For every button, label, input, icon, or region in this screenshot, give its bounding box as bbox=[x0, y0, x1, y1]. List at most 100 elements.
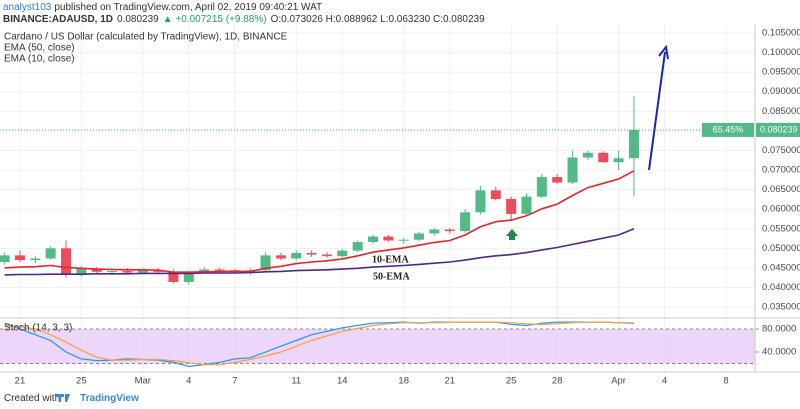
candle-body bbox=[0, 255, 10, 263]
arrow-head bbox=[658, 44, 669, 60]
x-tick-label: 4 bbox=[186, 376, 191, 387]
x-tick-label: Mar bbox=[135, 376, 151, 387]
candle-body bbox=[153, 270, 164, 272]
candle-body bbox=[352, 242, 363, 251]
stoch-line bbox=[4, 321, 635, 366]
candle-body bbox=[475, 190, 486, 213]
candle-body bbox=[490, 190, 501, 199]
last: 0.080239 bbox=[117, 14, 159, 25]
candle-body bbox=[76, 268, 87, 275]
x-tick-label: 7 bbox=[232, 376, 237, 387]
candle-body bbox=[107, 271, 118, 273]
candle-body bbox=[260, 255, 271, 271]
legend-entry: EMA (10, close) bbox=[4, 54, 75, 65]
candle-body bbox=[275, 255, 286, 259]
candle-body bbox=[429, 229, 440, 234]
candle-body bbox=[398, 239, 409, 241]
candle-body bbox=[321, 254, 332, 257]
x-tick-label: 21 bbox=[15, 376, 26, 387]
band bbox=[0, 328, 755, 364]
candle-body bbox=[552, 177, 563, 183]
ema-line bbox=[4, 227, 635, 276]
x-tick-label: 25 bbox=[76, 376, 87, 387]
projection-arrow bbox=[648, 51, 666, 171]
price-tag bbox=[756, 122, 800, 137]
y-tick-label: 0.065000 bbox=[762, 184, 800, 195]
x-tick-label: 14 bbox=[337, 376, 348, 387]
x-tick-label: 11 bbox=[291, 376, 301, 387]
x-tick-label: 21 bbox=[444, 376, 455, 387]
candle-body bbox=[214, 269, 225, 271]
candle-body bbox=[414, 233, 425, 240]
x-tick-label: 18 bbox=[398, 376, 409, 387]
change: ▲ +0.007215 (+9.88%) bbox=[163, 14, 267, 25]
annotation: 50-EMA bbox=[373, 271, 410, 282]
y-tick-label: 80.0000 bbox=[762, 324, 796, 335]
published: published on TradingView.com, April 02, … bbox=[54, 2, 322, 13]
footer-text: Created with bbox=[4, 393, 60, 404]
candle-body bbox=[613, 158, 624, 163]
symbol-line: BINANCE:ADAUSD, 1D 0.080239 ▲ +0.007215 (+… bbox=[3, 14, 485, 25]
candle-body bbox=[91, 268, 102, 272]
x-tick-label: Apr bbox=[611, 376, 626, 387]
legend-title: Cardano / US Dollar (calculated by Tradi… bbox=[4, 32, 288, 43]
candle-body bbox=[383, 236, 394, 241]
candle-body bbox=[521, 196, 532, 214]
y-tick-label: 0.100000 bbox=[762, 47, 800, 58]
candle-body bbox=[183, 271, 194, 282]
price-label: 0.080239 bbox=[760, 124, 798, 134]
candle-body bbox=[337, 250, 348, 257]
candle-body bbox=[598, 152, 609, 163]
ema-line bbox=[4, 170, 635, 274]
candle-body bbox=[61, 248, 71, 275]
y-tick-label: 0.055000 bbox=[762, 223, 800, 234]
ohlc: O:0.073026 H:0.088962 L:0.063230 C:0.080… bbox=[271, 14, 486, 25]
candle-body bbox=[168, 271, 179, 282]
plot: 0.035000 0.040000 0.045000 0.050000 0.055000… bbox=[0, 24, 800, 387]
candle-body bbox=[30, 258, 41, 261]
candle-body bbox=[582, 152, 593, 158]
y-tick-label: 0.040000 bbox=[762, 282, 800, 293]
y-tick-label: 0.060000 bbox=[762, 204, 800, 215]
candle-body bbox=[137, 270, 148, 273]
footer: Created with TradingView bbox=[4, 393, 139, 404]
y-tick-label: 0.050000 bbox=[762, 243, 800, 254]
y-tick-label: 0.045000 bbox=[762, 262, 800, 273]
candle-body bbox=[14, 255, 25, 261]
publish-line: analyst103 published on TradingView.com, … bbox=[3, 2, 322, 13]
candle-body bbox=[199, 269, 210, 272]
symbol: BINANCE:ADAUSD, 1D bbox=[3, 14, 113, 25]
y-tick-label: 0.075000 bbox=[762, 145, 800, 156]
pane-title: Stoch (14, 3, 3) bbox=[4, 323, 72, 334]
candle-body bbox=[567, 157, 578, 183]
y-tick-label: 0.095000 bbox=[762, 67, 800, 78]
candle-body bbox=[291, 253, 302, 259]
y-tick-label: 0.070000 bbox=[762, 165, 800, 176]
x-tick-label: 8 bbox=[723, 376, 728, 387]
logo bbox=[56, 394, 70, 402]
candle-body bbox=[122, 271, 133, 273]
x-tick-label: 4 bbox=[662, 376, 667, 387]
percent-tag bbox=[702, 122, 754, 137]
candle-body bbox=[45, 248, 56, 259]
candle-body bbox=[306, 253, 317, 255]
candle-body bbox=[460, 212, 471, 232]
candle-body bbox=[444, 229, 455, 232]
y-tick-label: 40.0000 bbox=[762, 347, 796, 358]
x-tick-label: 28 bbox=[552, 376, 563, 387]
y-tick-label: 0.035000 bbox=[762, 302, 800, 313]
y-tick-label: 0.090000 bbox=[762, 86, 800, 97]
author[interactable]: analyst103 bbox=[3, 2, 52, 13]
x-tick-label: 25 bbox=[506, 376, 517, 387]
buy-arrow bbox=[506, 229, 518, 240]
candle-body bbox=[628, 129, 639, 159]
footer-brand[interactable]: TradingView bbox=[80, 393, 139, 404]
y-tick-label: 0.105000 bbox=[762, 28, 800, 39]
candle-body bbox=[536, 177, 547, 197]
percent-label: 65.45% bbox=[713, 124, 744, 134]
annotation: 10-EMA bbox=[372, 254, 409, 265]
candle-body bbox=[368, 236, 378, 243]
candle-body bbox=[506, 198, 517, 214]
